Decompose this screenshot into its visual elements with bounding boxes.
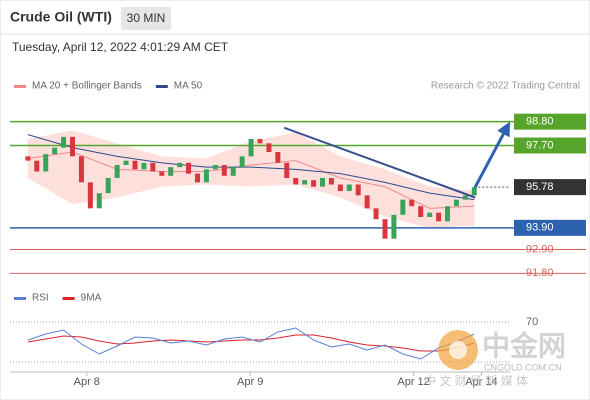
candle bbox=[445, 206, 450, 222]
ma50-line bbox=[27, 134, 475, 201]
candle bbox=[43, 154, 49, 172]
candle bbox=[230, 167, 236, 176]
candle bbox=[328, 178, 334, 185]
legend-label: 9MA bbox=[81, 293, 102, 304]
credit: Research © 2022 Trading Central bbox=[431, 81, 580, 92]
title: Crude Oil (WTI) bbox=[10, 9, 112, 25]
x-tick-label: Apr 9 bbox=[237, 376, 263, 388]
candle bbox=[364, 195, 370, 209]
ma20-line bbox=[27, 151, 475, 209]
watermark-logo-inner bbox=[449, 341, 467, 359]
candle bbox=[400, 199, 406, 215]
candle bbox=[391, 214, 397, 239]
candle bbox=[150, 162, 156, 172]
bollinger-band bbox=[27, 130, 475, 228]
candle bbox=[34, 160, 40, 172]
watermark-slogan: 中 文 财 经 新 媒 体 bbox=[424, 373, 528, 388]
candle bbox=[78, 156, 84, 183]
rsi-line bbox=[27, 327, 475, 360]
candle bbox=[436, 212, 442, 222]
candle bbox=[168, 167, 174, 176]
x-tick-label: Apr 8 bbox=[74, 376, 100, 388]
legend-label: MA 20 + Bollinger Bands bbox=[32, 81, 142, 92]
interval[interactable]: 30 MIN bbox=[127, 11, 166, 25]
candle bbox=[132, 160, 138, 170]
candle bbox=[52, 147, 58, 155]
price-label: 98.80 bbox=[526, 116, 554, 128]
candle bbox=[96, 193, 102, 209]
candle bbox=[221, 165, 227, 176]
legend-label: RSI bbox=[32, 293, 49, 304]
candle bbox=[186, 162, 192, 174]
watermark-site: CNGOLD.COM.CN bbox=[484, 362, 562, 372]
trendline bbox=[283, 126, 476, 199]
candle bbox=[25, 156, 31, 161]
watermark-name: 中金网 bbox=[482, 329, 566, 361]
candle bbox=[373, 208, 379, 220]
legend-swatch bbox=[14, 85, 26, 88]
x-tick-label: Apr 12 bbox=[397, 376, 429, 388]
candle bbox=[61, 136, 67, 148]
candle bbox=[337, 184, 343, 191]
candle bbox=[346, 184, 352, 191]
candle bbox=[427, 212, 433, 217]
candle bbox=[123, 160, 129, 165]
candle bbox=[239, 156, 245, 168]
price-label-box bbox=[514, 113, 586, 130]
candle bbox=[311, 180, 317, 187]
candle bbox=[453, 199, 459, 207]
candle bbox=[212, 165, 218, 170]
candle bbox=[293, 178, 299, 185]
candle bbox=[195, 173, 200, 183]
candle bbox=[70, 136, 75, 157]
candle bbox=[284, 162, 290, 178]
legend-swatch bbox=[14, 297, 26, 300]
legend-swatch bbox=[62, 297, 75, 300]
candle bbox=[409, 199, 415, 207]
candle bbox=[266, 143, 272, 152]
interval-badge[interactable] bbox=[121, 7, 171, 30]
candle bbox=[203, 169, 209, 183]
candle bbox=[382, 219, 388, 239]
price-label: 92.90 bbox=[526, 243, 554, 255]
candle bbox=[114, 165, 120, 178]
candle bbox=[87, 182, 93, 209]
candle bbox=[177, 162, 183, 168]
candle bbox=[418, 206, 424, 217]
candle bbox=[159, 171, 165, 176]
arrow-head bbox=[497, 121, 510, 138]
candle bbox=[471, 187, 477, 196]
price-label-box bbox=[514, 179, 586, 196]
candle bbox=[141, 162, 147, 170]
price-label-box bbox=[514, 137, 586, 154]
legend-swatch bbox=[155, 85, 168, 88]
candle bbox=[462, 195, 468, 200]
price-label: 97.70 bbox=[526, 139, 554, 151]
legend-label: MA 50 bbox=[174, 81, 203, 92]
timestamp: Tuesday, April 12, 2022 4:01:29 AM CET bbox=[12, 40, 229, 54]
candle bbox=[257, 139, 263, 144]
candle bbox=[248, 139, 254, 157]
x-tick-label: Apr 14 bbox=[465, 376, 497, 388]
candle bbox=[320, 178, 325, 187]
candle bbox=[105, 178, 111, 194]
rsi-tick-label: 70 bbox=[526, 316, 538, 328]
price-label-box bbox=[514, 219, 586, 236]
price-label: 91.80 bbox=[526, 267, 554, 279]
candle bbox=[275, 152, 281, 163]
candle bbox=[302, 180, 308, 185]
price-label: 95.78 bbox=[526, 181, 554, 193]
forecast-arrow bbox=[473, 128, 508, 188]
price-label: 93.90 bbox=[526, 222, 554, 234]
candle bbox=[355, 184, 361, 196]
